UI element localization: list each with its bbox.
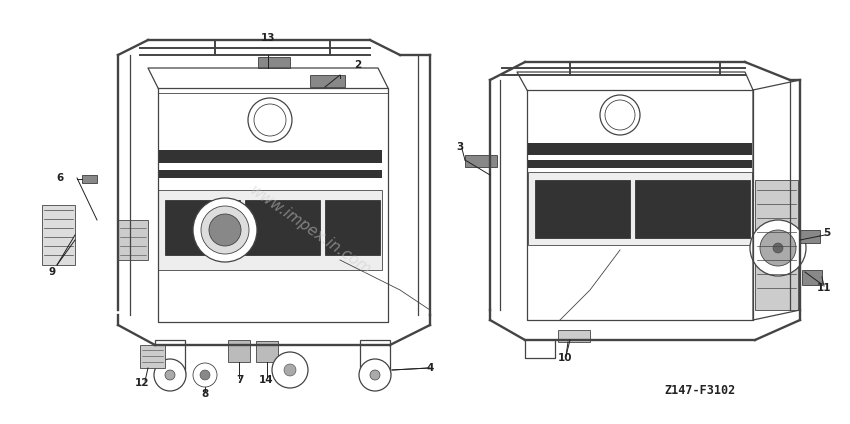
Bar — [802, 270, 822, 285]
Bar — [635, 180, 750, 238]
Circle shape — [201, 206, 249, 254]
Bar — [528, 172, 752, 245]
Circle shape — [272, 352, 308, 388]
Circle shape — [760, 230, 796, 266]
Text: 9: 9 — [48, 267, 55, 277]
Bar — [245, 200, 320, 255]
Text: 4: 4 — [427, 363, 434, 373]
Bar — [158, 150, 382, 163]
Circle shape — [370, 370, 380, 380]
Circle shape — [193, 363, 217, 387]
Circle shape — [165, 370, 175, 380]
Bar — [158, 170, 382, 178]
Text: 12: 12 — [135, 378, 150, 388]
Text: www.impex.in.com: www.impex.in.com — [246, 182, 374, 278]
Text: 11: 11 — [817, 283, 831, 293]
Text: 14: 14 — [258, 375, 274, 385]
Bar — [800, 230, 820, 243]
Bar — [528, 143, 752, 155]
Bar — [165, 200, 240, 255]
Circle shape — [773, 243, 783, 253]
Text: 5: 5 — [824, 228, 830, 238]
Text: 2: 2 — [354, 60, 361, 70]
Bar — [558, 330, 590, 342]
Text: 8: 8 — [201, 389, 208, 399]
Bar — [140, 345, 165, 368]
Circle shape — [359, 359, 391, 391]
Bar — [258, 57, 290, 68]
Bar — [42, 205, 75, 265]
Circle shape — [154, 359, 186, 391]
Bar — [528, 160, 752, 168]
Bar — [82, 175, 97, 183]
Bar — [465, 155, 497, 167]
Bar — [158, 190, 382, 270]
Text: 10: 10 — [558, 353, 572, 363]
Bar — [118, 220, 148, 260]
Bar — [360, 340, 390, 375]
Circle shape — [209, 214, 241, 246]
Bar — [256, 341, 278, 362]
Bar — [228, 340, 250, 362]
Text: 3: 3 — [456, 142, 463, 152]
Bar — [755, 180, 798, 310]
Circle shape — [750, 220, 806, 276]
Circle shape — [193, 198, 257, 262]
Text: 13: 13 — [261, 33, 275, 43]
Text: 6: 6 — [56, 173, 64, 183]
Bar — [535, 180, 630, 238]
Circle shape — [600, 95, 640, 135]
Circle shape — [200, 370, 210, 380]
Bar — [325, 200, 380, 255]
Circle shape — [284, 364, 296, 376]
Bar — [310, 75, 345, 87]
Text: 7: 7 — [236, 375, 244, 385]
Text: Z147-F3102: Z147-F3102 — [665, 383, 735, 396]
Bar — [155, 340, 185, 375]
Circle shape — [248, 98, 292, 142]
